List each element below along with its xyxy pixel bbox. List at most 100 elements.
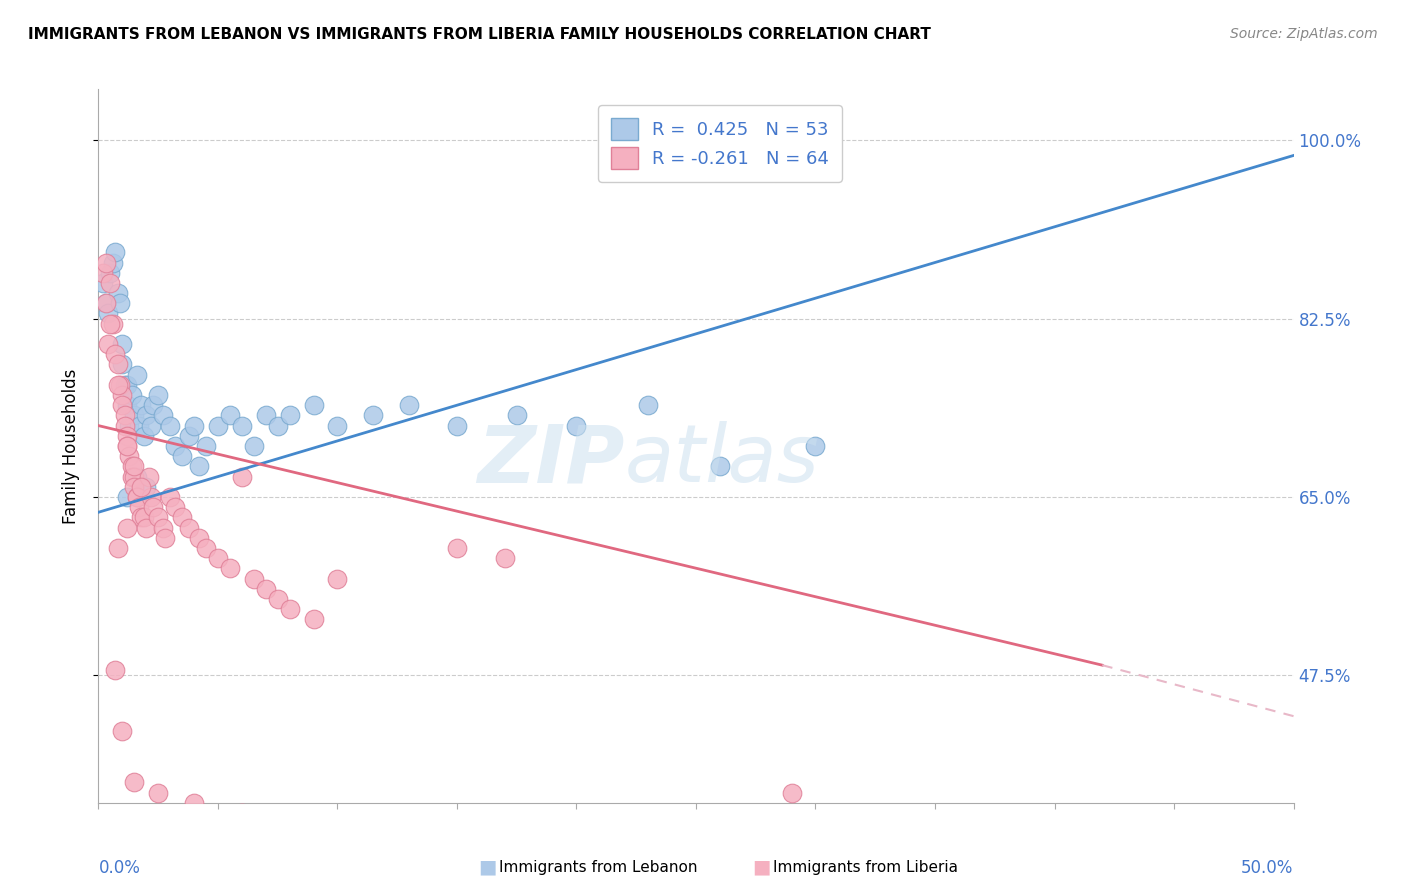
Point [124,775,146,789]
Point [94,255,117,269]
Point [115,398,138,412]
Point [131,398,153,412]
Point [114,409,136,423]
Point [101,255,124,269]
Point [135,520,157,534]
Point [207,551,229,566]
Point [278,602,301,616]
Point [148,510,170,524]
Point [135,480,157,494]
Point [187,459,209,474]
Legend: R =  0.425   N = 53, R = -0.261   N = 64: R = 0.425 N = 53, R = -0.261 N = 64 [598,105,842,182]
Point [125,368,148,382]
Point [125,469,148,483]
Point [207,418,229,433]
Point [121,459,143,474]
Point [124,409,146,423]
Point [98,317,122,331]
Point [179,429,201,443]
Point [363,409,385,423]
Point [118,449,141,463]
Point [446,418,468,433]
Point [155,531,177,545]
Point [709,459,731,474]
Point [111,398,134,412]
Point [219,561,242,575]
Point [326,418,349,433]
Point [124,469,146,483]
Point [163,439,186,453]
Text: atlas: atlas [624,421,820,500]
Point [114,418,136,433]
Point [148,786,170,800]
Point [172,449,194,463]
Point [231,469,253,483]
Point [302,398,325,412]
Point [326,572,349,586]
Point [115,429,138,443]
Text: ZIP: ZIP [477,421,624,500]
Point [91,276,114,290]
Point [98,276,122,290]
Point [183,796,205,810]
Point [179,520,201,534]
Point [124,459,146,474]
Point [108,296,131,310]
Point [128,500,150,515]
Point [107,541,129,555]
Point [139,490,162,504]
Point [756,826,779,840]
Point [111,358,134,372]
Point [398,398,420,412]
Point [125,490,148,504]
Point [148,388,170,402]
Point [115,439,138,453]
Point [194,541,218,555]
Point [565,418,588,433]
Point [111,388,134,402]
Text: 50.0%: 50.0% [1241,859,1294,877]
Point [114,377,136,392]
Point [267,591,290,606]
Point [243,572,266,586]
Point [115,520,138,534]
Point [254,582,277,596]
Point [111,724,134,739]
Point [124,480,146,494]
Point [118,418,141,433]
Point [101,317,124,331]
Point [138,469,160,483]
Point [231,418,253,433]
Text: ■: ■ [752,857,770,877]
Point [494,551,516,566]
Point [446,541,468,555]
Point [804,439,827,453]
Point [121,388,143,402]
Point [107,286,129,301]
Y-axis label: Family Households: Family Households [62,368,80,524]
Point [135,409,157,423]
Point [128,418,150,433]
Point [183,418,205,433]
Point [91,266,114,280]
Point [254,409,277,423]
Text: IMMIGRANTS FROM LEBANON VS IMMIGRANTS FROM LIBERIA FAMILY HOUSEHOLDS CORRELATION: IMMIGRANTS FROM LEBANON VS IMMIGRANTS FR… [28,27,931,42]
Point [97,306,120,320]
Point [107,377,129,392]
Point [131,480,153,494]
Point [115,377,138,392]
Point [142,500,165,515]
Point [231,805,253,820]
Text: ■: ■ [478,857,496,877]
Point [302,612,325,626]
Point [125,490,148,504]
Point [104,245,127,260]
Point [194,439,218,453]
Point [97,337,120,351]
Point [142,398,165,412]
Point [98,266,122,280]
Point [104,663,127,677]
Point [115,439,138,453]
Text: Source: ZipAtlas.com: Source: ZipAtlas.com [1230,27,1378,41]
Point [159,418,181,433]
